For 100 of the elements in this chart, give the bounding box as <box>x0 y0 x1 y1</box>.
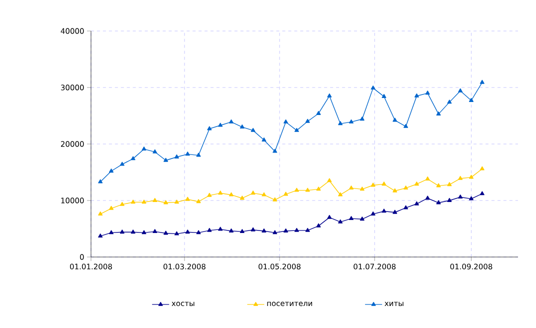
point <box>240 196 244 200</box>
point <box>196 199 201 204</box>
point <box>458 194 463 199</box>
point <box>327 214 332 219</box>
point <box>152 149 158 154</box>
point <box>480 80 484 84</box>
point <box>436 112 441 116</box>
point <box>229 228 234 232</box>
point <box>469 174 474 179</box>
point <box>142 230 146 234</box>
point <box>240 124 244 128</box>
point <box>414 201 419 206</box>
point <box>250 128 256 132</box>
point <box>152 198 158 202</box>
point <box>98 179 103 184</box>
point <box>272 197 278 202</box>
point <box>382 182 386 186</box>
point <box>360 216 364 221</box>
point <box>338 192 343 196</box>
point <box>174 200 179 204</box>
point <box>404 124 408 128</box>
point <box>130 156 136 160</box>
point <box>262 192 266 196</box>
point <box>469 196 474 200</box>
point <box>229 192 234 196</box>
point <box>120 230 124 234</box>
point <box>370 182 376 187</box>
point <box>207 126 212 130</box>
point <box>185 230 190 234</box>
point <box>207 228 212 232</box>
point <box>316 186 321 191</box>
point <box>305 118 310 123</box>
point <box>370 212 376 216</box>
point <box>142 146 146 151</box>
point <box>207 192 212 197</box>
point <box>447 100 452 104</box>
point <box>185 152 190 156</box>
point <box>262 137 266 142</box>
point <box>480 191 484 196</box>
point <box>480 166 484 170</box>
point <box>392 210 398 214</box>
point <box>294 228 299 232</box>
point <box>164 230 168 235</box>
point <box>109 230 114 234</box>
point <box>305 188 310 192</box>
point <box>469 98 474 102</box>
point <box>370 86 376 90</box>
point <box>218 226 223 231</box>
point <box>284 228 288 232</box>
point <box>447 198 452 202</box>
point <box>414 93 419 98</box>
point <box>316 110 321 115</box>
point <box>120 162 124 166</box>
point <box>284 192 288 196</box>
point <box>196 152 201 157</box>
point <box>152 229 158 234</box>
point <box>272 230 278 234</box>
point <box>218 190 223 195</box>
point <box>414 182 419 186</box>
point <box>458 88 463 92</box>
point <box>196 230 201 234</box>
point <box>294 188 299 192</box>
point <box>349 119 354 124</box>
point <box>327 178 332 182</box>
point <box>185 196 190 201</box>
point <box>425 196 430 200</box>
point <box>218 122 223 127</box>
point <box>240 229 244 234</box>
point <box>109 206 114 210</box>
point <box>294 128 299 132</box>
point <box>98 212 103 216</box>
point <box>284 119 288 124</box>
point <box>164 200 168 204</box>
point <box>130 200 136 204</box>
point <box>349 216 354 220</box>
point <box>142 200 146 204</box>
point <box>392 118 398 122</box>
point <box>109 168 114 173</box>
point <box>327 93 332 98</box>
point <box>392 188 398 192</box>
point <box>120 202 124 206</box>
point <box>382 94 386 98</box>
point <box>229 119 234 124</box>
point <box>436 200 441 204</box>
point <box>98 234 103 238</box>
point <box>338 219 343 224</box>
point <box>382 208 386 213</box>
point <box>174 231 179 236</box>
point <box>130 230 136 234</box>
point <box>338 121 343 126</box>
point <box>305 228 310 232</box>
point <box>458 176 463 180</box>
point <box>164 158 168 162</box>
point <box>316 223 321 228</box>
point <box>425 90 430 95</box>
point <box>425 176 430 180</box>
point <box>250 227 256 232</box>
point <box>436 183 441 188</box>
point <box>447 182 452 186</box>
point <box>360 186 364 191</box>
